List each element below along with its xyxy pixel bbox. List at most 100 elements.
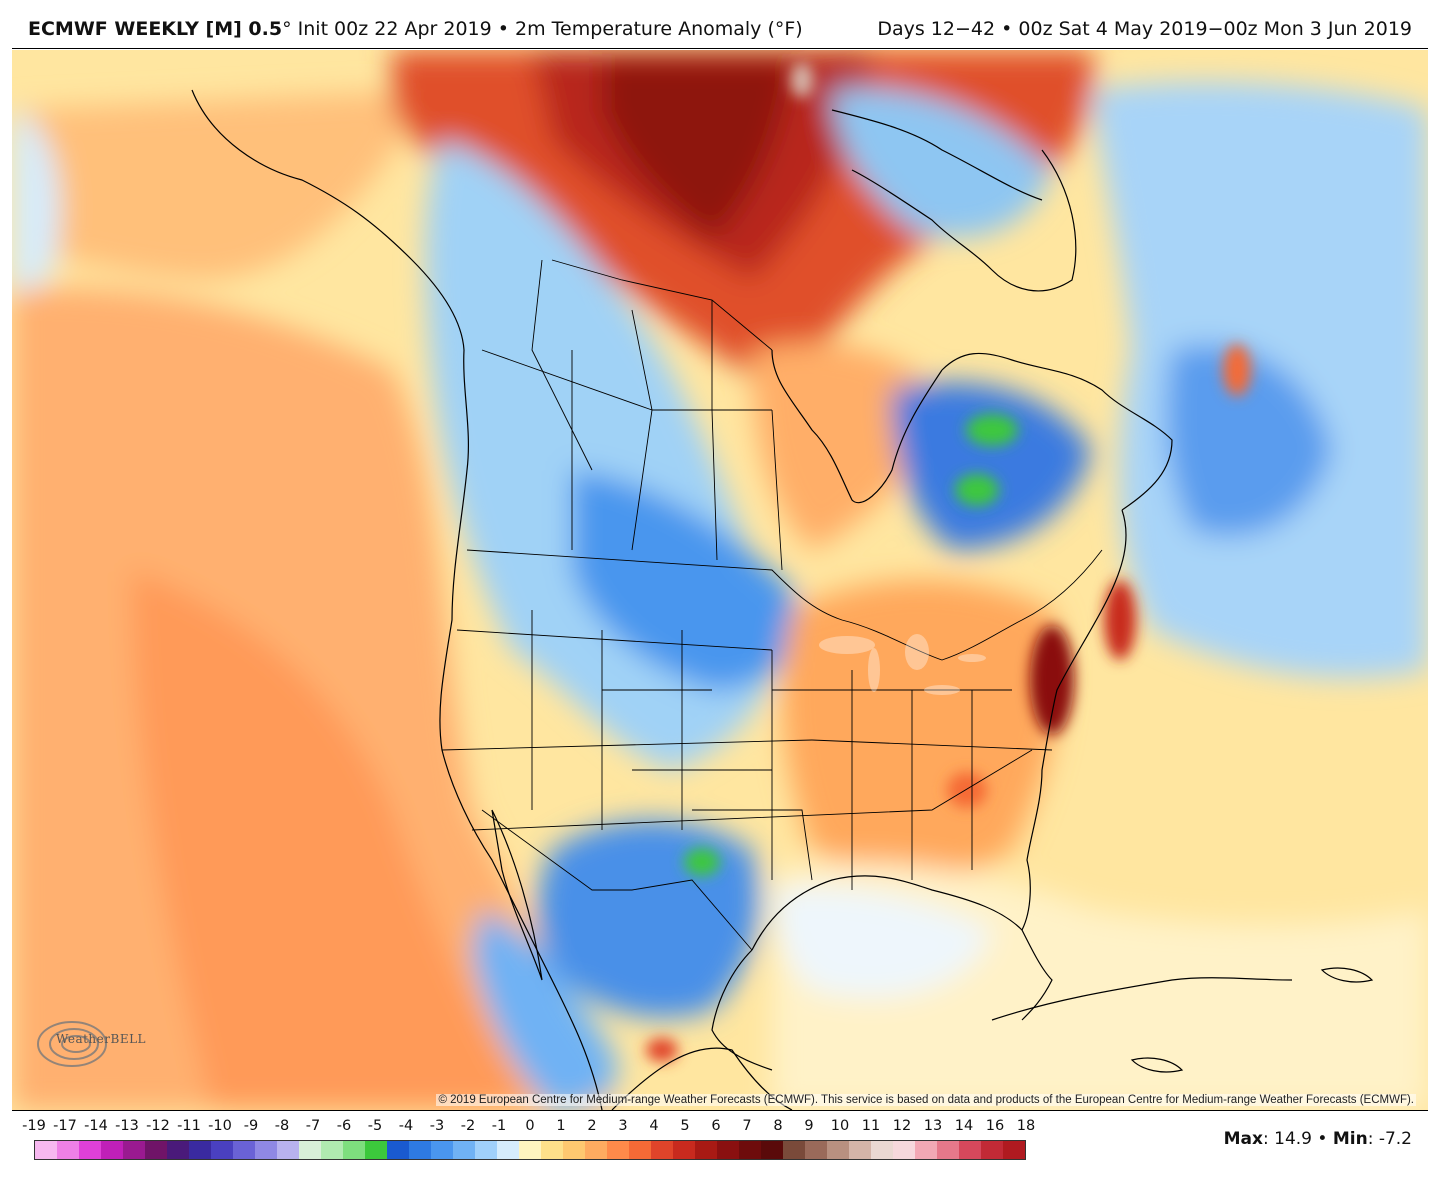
colorbar-tick-label: 12: [892, 1118, 912, 1134]
colorbar-tick-label: 6: [711, 1118, 721, 1134]
anomaly-hotspots: [646, 62, 1251, 1062]
colorbar-swatch: [761, 1141, 783, 1159]
colorbar-swatch: [167, 1141, 189, 1159]
stats-separator: •: [1311, 1129, 1333, 1149]
colorbar-swatch: [387, 1141, 409, 1159]
colorbar-tick-label: 5: [680, 1118, 690, 1134]
colorbar-swatch: [233, 1141, 255, 1159]
great-lakes: [819, 634, 986, 695]
variable-name: 2m Temperature Anomaly (°F): [515, 18, 803, 40]
colorbar-tick-label: -11: [177, 1118, 201, 1134]
colorbar-swatch: [937, 1141, 959, 1159]
colorbar-swatch: [629, 1141, 651, 1159]
colorbar-swatch: [673, 1141, 695, 1159]
colorbar-tick-label: -17: [53, 1118, 77, 1134]
colorbar-tick-label: 8: [773, 1118, 783, 1134]
colorbar-swatch: [453, 1141, 475, 1159]
colorbar-swatch: [651, 1141, 673, 1159]
separator: •: [1001, 18, 1013, 40]
colorbar-swatch: [277, 1141, 299, 1159]
colorbar-tick-label: 13: [923, 1118, 943, 1134]
colorbar-tick-label: -13: [115, 1118, 139, 1134]
colorbar-tick-label: -1: [491, 1118, 507, 1134]
colorbar-swatch: [871, 1141, 893, 1159]
colorbar-swatch: [739, 1141, 761, 1159]
colorbar-swatch: [893, 1141, 915, 1159]
colorbar-swatch: [57, 1141, 79, 1159]
colorbar-swatch: [915, 1141, 937, 1159]
colorbar-swatch: [321, 1141, 343, 1159]
colorbar-tick-label: -4: [398, 1118, 414, 1134]
colorbar-tick-label: 11: [861, 1118, 881, 1134]
colorbar-swatch: [255, 1141, 277, 1159]
colorbar-tick-label: 2: [587, 1118, 597, 1134]
colorbar-swatch: [717, 1141, 739, 1159]
colorbar-swatch: [431, 1141, 453, 1159]
colorbar-swatch: [607, 1141, 629, 1159]
colorbar-swatch: [695, 1141, 717, 1159]
model-name: ECMWF WEEKLY [M] 0.5: [28, 18, 283, 40]
colorbar: [34, 1140, 1026, 1160]
data-credit: © 2019 European Centre for Medium-range …: [436, 1094, 1416, 1106]
colorbar-tick-label: -12: [146, 1118, 170, 1134]
init-time: Init 00z 22 Apr 2019: [297, 18, 492, 40]
colorbar-tick-label: 16: [985, 1118, 1005, 1134]
colorbar-swatch: [981, 1141, 1003, 1159]
colorbar-tick-label: 0: [525, 1118, 535, 1134]
colorbar-tick-label: -5: [367, 1118, 383, 1134]
colorbar-tick-label: 18: [1016, 1118, 1036, 1134]
colorbar-swatch: [827, 1141, 849, 1159]
weatherbell-logo: WeatherBELL: [32, 1010, 172, 1080]
anomaly-map: WeatherBELL © 2019 European Centre for M…: [12, 50, 1428, 1111]
valid-period: 00z Sat 4 May 2019−00z Mon 3 Jun 2019: [1018, 18, 1412, 40]
colorbar-swatch: [849, 1141, 871, 1159]
legend: -19 -17 -14 -13 -12 -11 -10 -9 -8 -7 -6 -5 -4 -3 -2 -1 0…: [0, 1112, 1440, 1182]
colorbar-swatch: [959, 1141, 981, 1159]
colorbar-tick-label: -19: [22, 1118, 46, 1134]
colorbar-swatch: [123, 1141, 145, 1159]
colorbar-tick-label: -10: [208, 1118, 232, 1134]
swirl-icon: [37, 1021, 107, 1067]
min-label: Min: [1332, 1129, 1368, 1149]
colorbar-tick-label: 1: [556, 1118, 566, 1134]
forecast-days: Days 12−42: [877, 18, 996, 40]
colorbar-tick-label: 4: [649, 1118, 659, 1134]
separator: •: [497, 18, 509, 40]
anomaly-shading: [12, 50, 1428, 1110]
colorbar-tick-labels: -19 -17 -14 -13 -12 -11 -10 -9 -8 -7 -6 -5 -4 -3 -2 -1 0…: [22, 1118, 1035, 1134]
colorbar-swatch: [497, 1141, 519, 1159]
colorbar-swatch: [189, 1141, 211, 1159]
colorbar-tick-label: -9: [243, 1118, 259, 1134]
colorbar-swatch: [79, 1141, 101, 1159]
map-canvas: [12, 50, 1428, 1110]
colorbar-tick-label: 9: [804, 1118, 814, 1134]
colorbar-swatch: [519, 1141, 541, 1159]
colorbar-tick-label: 10: [830, 1118, 850, 1134]
colorbar-tick-label: 3: [618, 1118, 628, 1134]
colorbar-swatch: [145, 1141, 167, 1159]
map-header: ECMWF WEEKLY [M] 0.5° Init 00z 22 Apr 20…: [0, 0, 1440, 50]
political-borders: [441, 259, 1103, 951]
colorbar-swatch: [563, 1141, 585, 1159]
colorbar-swatch: [541, 1141, 563, 1159]
colorbar-swatch: [35, 1141, 57, 1159]
colorbar-swatch: [299, 1141, 321, 1159]
colorbar-swatch: [211, 1141, 233, 1159]
max-label: Max: [1223, 1129, 1263, 1149]
max-min-readout: Max: 14.9 • Min: -7.2: [1224, 1129, 1412, 1149]
colorbar-swatch: [343, 1141, 365, 1159]
colorbar-swatch: [475, 1141, 497, 1159]
colorbar-swatch: [1003, 1141, 1025, 1159]
colorbar-tick-label: -2: [460, 1118, 476, 1134]
header-rule: [12, 48, 1428, 49]
colorbar-tick-label: -6: [336, 1118, 352, 1134]
max-value: : 14.9: [1263, 1129, 1312, 1149]
colorbar-tick-label: -3: [429, 1118, 445, 1134]
colorbar-tick-label: -8: [274, 1118, 290, 1134]
title-right: Days 12−42 • 00z Sat 4 May 2019−00z Mon …: [877, 18, 1412, 40]
colorbar-swatch: [365, 1141, 387, 1159]
title-left: ECMWF WEEKLY [M] 0.5° Init 00z 22 Apr 20…: [28, 18, 803, 40]
colorbar-swatch: [783, 1141, 805, 1159]
colorbar-tick-label: -14: [84, 1118, 108, 1134]
colorbar-tick-label: 14: [954, 1118, 974, 1134]
